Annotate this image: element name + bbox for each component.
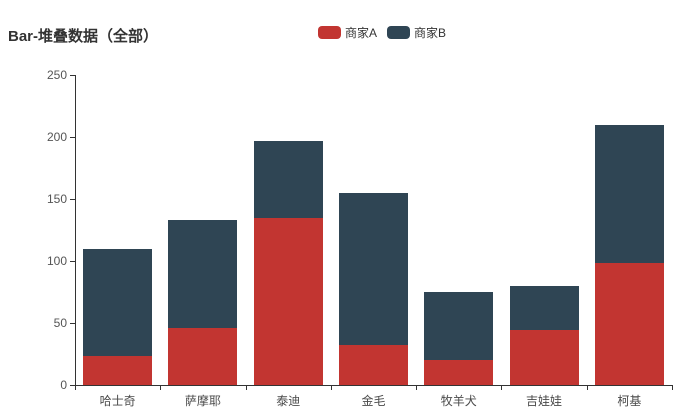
y-axis-line bbox=[75, 75, 76, 386]
y-axis-tick-label: 200 bbox=[46, 130, 67, 144]
bar-牧羊犬-商家B[interactable] bbox=[424, 292, 493, 361]
legend-swatch-icon bbox=[387, 26, 411, 39]
x-axis-category-label: 牧羊犬 bbox=[440, 394, 477, 408]
y-axis-tick bbox=[70, 199, 75, 200]
y-axis-tick-label: 150 bbox=[46, 192, 67, 206]
bar-萨摩耶-商家A[interactable] bbox=[168, 327, 237, 385]
x-axis-tick bbox=[416, 385, 417, 390]
y-axis-tick-label: 100 bbox=[46, 254, 67, 268]
y-axis-tick-label: 50 bbox=[53, 316, 67, 330]
bar-哈士奇-商家A[interactable] bbox=[83, 356, 152, 385]
bar-吉娃娃-商家B[interactable] bbox=[510, 285, 579, 331]
y-axis-tick bbox=[70, 261, 75, 262]
x-axis-tick bbox=[672, 385, 673, 390]
bar-萨摩耶-商家B[interactable] bbox=[168, 220, 237, 328]
bar-泰迪-商家A[interactable] bbox=[254, 217, 323, 385]
x-axis-category-label: 哈士奇 bbox=[99, 394, 136, 408]
legend: 商家A 商家B bbox=[318, 24, 446, 41]
legend-swatch-icon bbox=[318, 26, 341, 39]
y-axis-tick-label: 250 bbox=[46, 68, 67, 82]
x-axis-category-label: 泰迪 bbox=[276, 394, 301, 408]
x-axis-category-label: 柯基 bbox=[617, 394, 642, 408]
legend-label: 商家B bbox=[414, 26, 447, 40]
x-axis-tick bbox=[160, 385, 161, 390]
bar-柯基-商家B[interactable] bbox=[595, 124, 664, 264]
y-axis-tick bbox=[70, 385, 75, 386]
bar-金毛-商家A[interactable] bbox=[339, 345, 408, 385]
legend-item-商家B[interactable]: 商家B bbox=[387, 24, 446, 41]
bar-吉娃娃-商家A[interactable] bbox=[510, 330, 579, 385]
legend-label: 商家A bbox=[345, 26, 378, 40]
bar-牧羊犬-商家A[interactable] bbox=[424, 360, 493, 385]
x-axis-tick bbox=[587, 385, 588, 390]
y-axis-tick-label: 0 bbox=[60, 378, 67, 392]
bar-泰迪-商家B[interactable] bbox=[254, 140, 323, 218]
bar-金毛-商家B[interactable] bbox=[339, 192, 408, 346]
bar-哈士奇-商家B[interactable] bbox=[83, 248, 152, 357]
x-axis-category-label: 吉娃娃 bbox=[526, 394, 563, 408]
bar-柯基-商家A[interactable] bbox=[595, 263, 664, 385]
legend-item-商家A[interactable]: 商家A bbox=[318, 24, 377, 41]
y-axis-tick bbox=[70, 323, 75, 324]
y-axis-tick bbox=[70, 137, 75, 138]
x-axis-tick bbox=[331, 385, 332, 390]
x-axis-category-label: 金毛 bbox=[361, 394, 386, 408]
x-axis-tick bbox=[501, 385, 502, 390]
y-axis-tick bbox=[70, 75, 75, 76]
x-axis-line bbox=[75, 385, 673, 386]
x-axis-tick bbox=[246, 385, 247, 390]
x-axis-tick bbox=[75, 385, 76, 390]
chart-title: Bar-堆叠数据（全部） bbox=[8, 28, 159, 45]
x-axis-category-label: 萨摩耶 bbox=[184, 394, 221, 408]
